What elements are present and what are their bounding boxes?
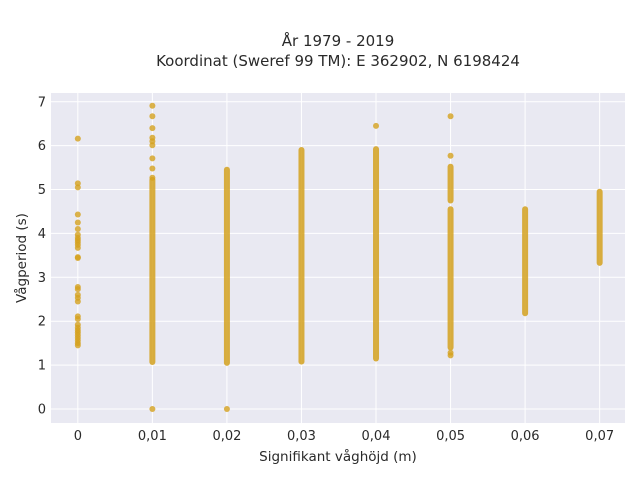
data-point-cluster [522,206,529,317]
x-tick-label: 0,05 [436,429,465,444]
x-tick-label: 0,06 [511,429,540,444]
data-point [373,122,380,129]
y-tick-label: 5 [38,183,46,198]
data-point-cluster [447,206,454,351]
data-point [149,113,156,120]
x-axis-label: Signifikant våghöjd (m) [259,448,417,465]
data-point [149,142,156,149]
data-point-cluster [373,146,380,362]
data-point [74,315,81,322]
grid-lines [51,93,625,423]
chart-title: År 1979 - 2019 [282,31,395,50]
x-tick-label: 0,02 [212,429,241,444]
data-point [74,298,81,305]
data-point [149,165,156,172]
y-axis-label: Vågperiod (s) [13,213,30,303]
y-axis-ticks: 0 1 2 3 4 5 6 7 [38,95,46,417]
data-point [74,135,81,142]
data-point [74,211,81,218]
plot-area [51,93,625,423]
data-point [447,352,454,359]
y-tick-label: 2 [38,315,46,330]
data-point-cluster [298,147,305,365]
data-point [74,226,81,233]
data-point [149,155,156,162]
y-tick-label: 3 [38,271,46,286]
x-tick-label: 0 [74,429,82,444]
data-points [74,102,603,412]
data-point-cluster [149,176,156,366]
data-point [74,255,81,261]
y-tick-label: 1 [38,359,46,374]
data-point [74,244,81,251]
data-point [74,184,81,191]
data-point [447,113,454,120]
data-point-cluster [223,166,230,366]
data-point [74,342,81,349]
x-tick-label: 0,07 [585,429,614,444]
x-tick-label: 0,04 [362,429,391,444]
data-point-cluster [447,163,454,204]
y-tick-label: 7 [38,95,46,110]
chart-subtitle: Koordinat (Sweref 99 TM): E 362902, N 61… [156,52,520,70]
data-point [149,125,156,132]
y-tick-label: 6 [38,139,46,154]
data-point [149,405,156,412]
data-point [223,405,230,412]
y-tick-label: 4 [38,227,46,242]
data-point-cluster [596,188,603,266]
data-point [74,286,81,293]
data-point [149,174,156,181]
data-point [74,219,81,226]
x-tick-label: 0,03 [287,429,316,444]
x-tick-label: 0,01 [138,429,167,444]
x-axis-ticks: 0 0,01 0,02 0,03 0,04 0,05 0,06 0,07 [74,429,614,444]
y-tick-label: 0 [38,402,46,417]
data-point [149,102,156,109]
data-point [447,152,454,159]
